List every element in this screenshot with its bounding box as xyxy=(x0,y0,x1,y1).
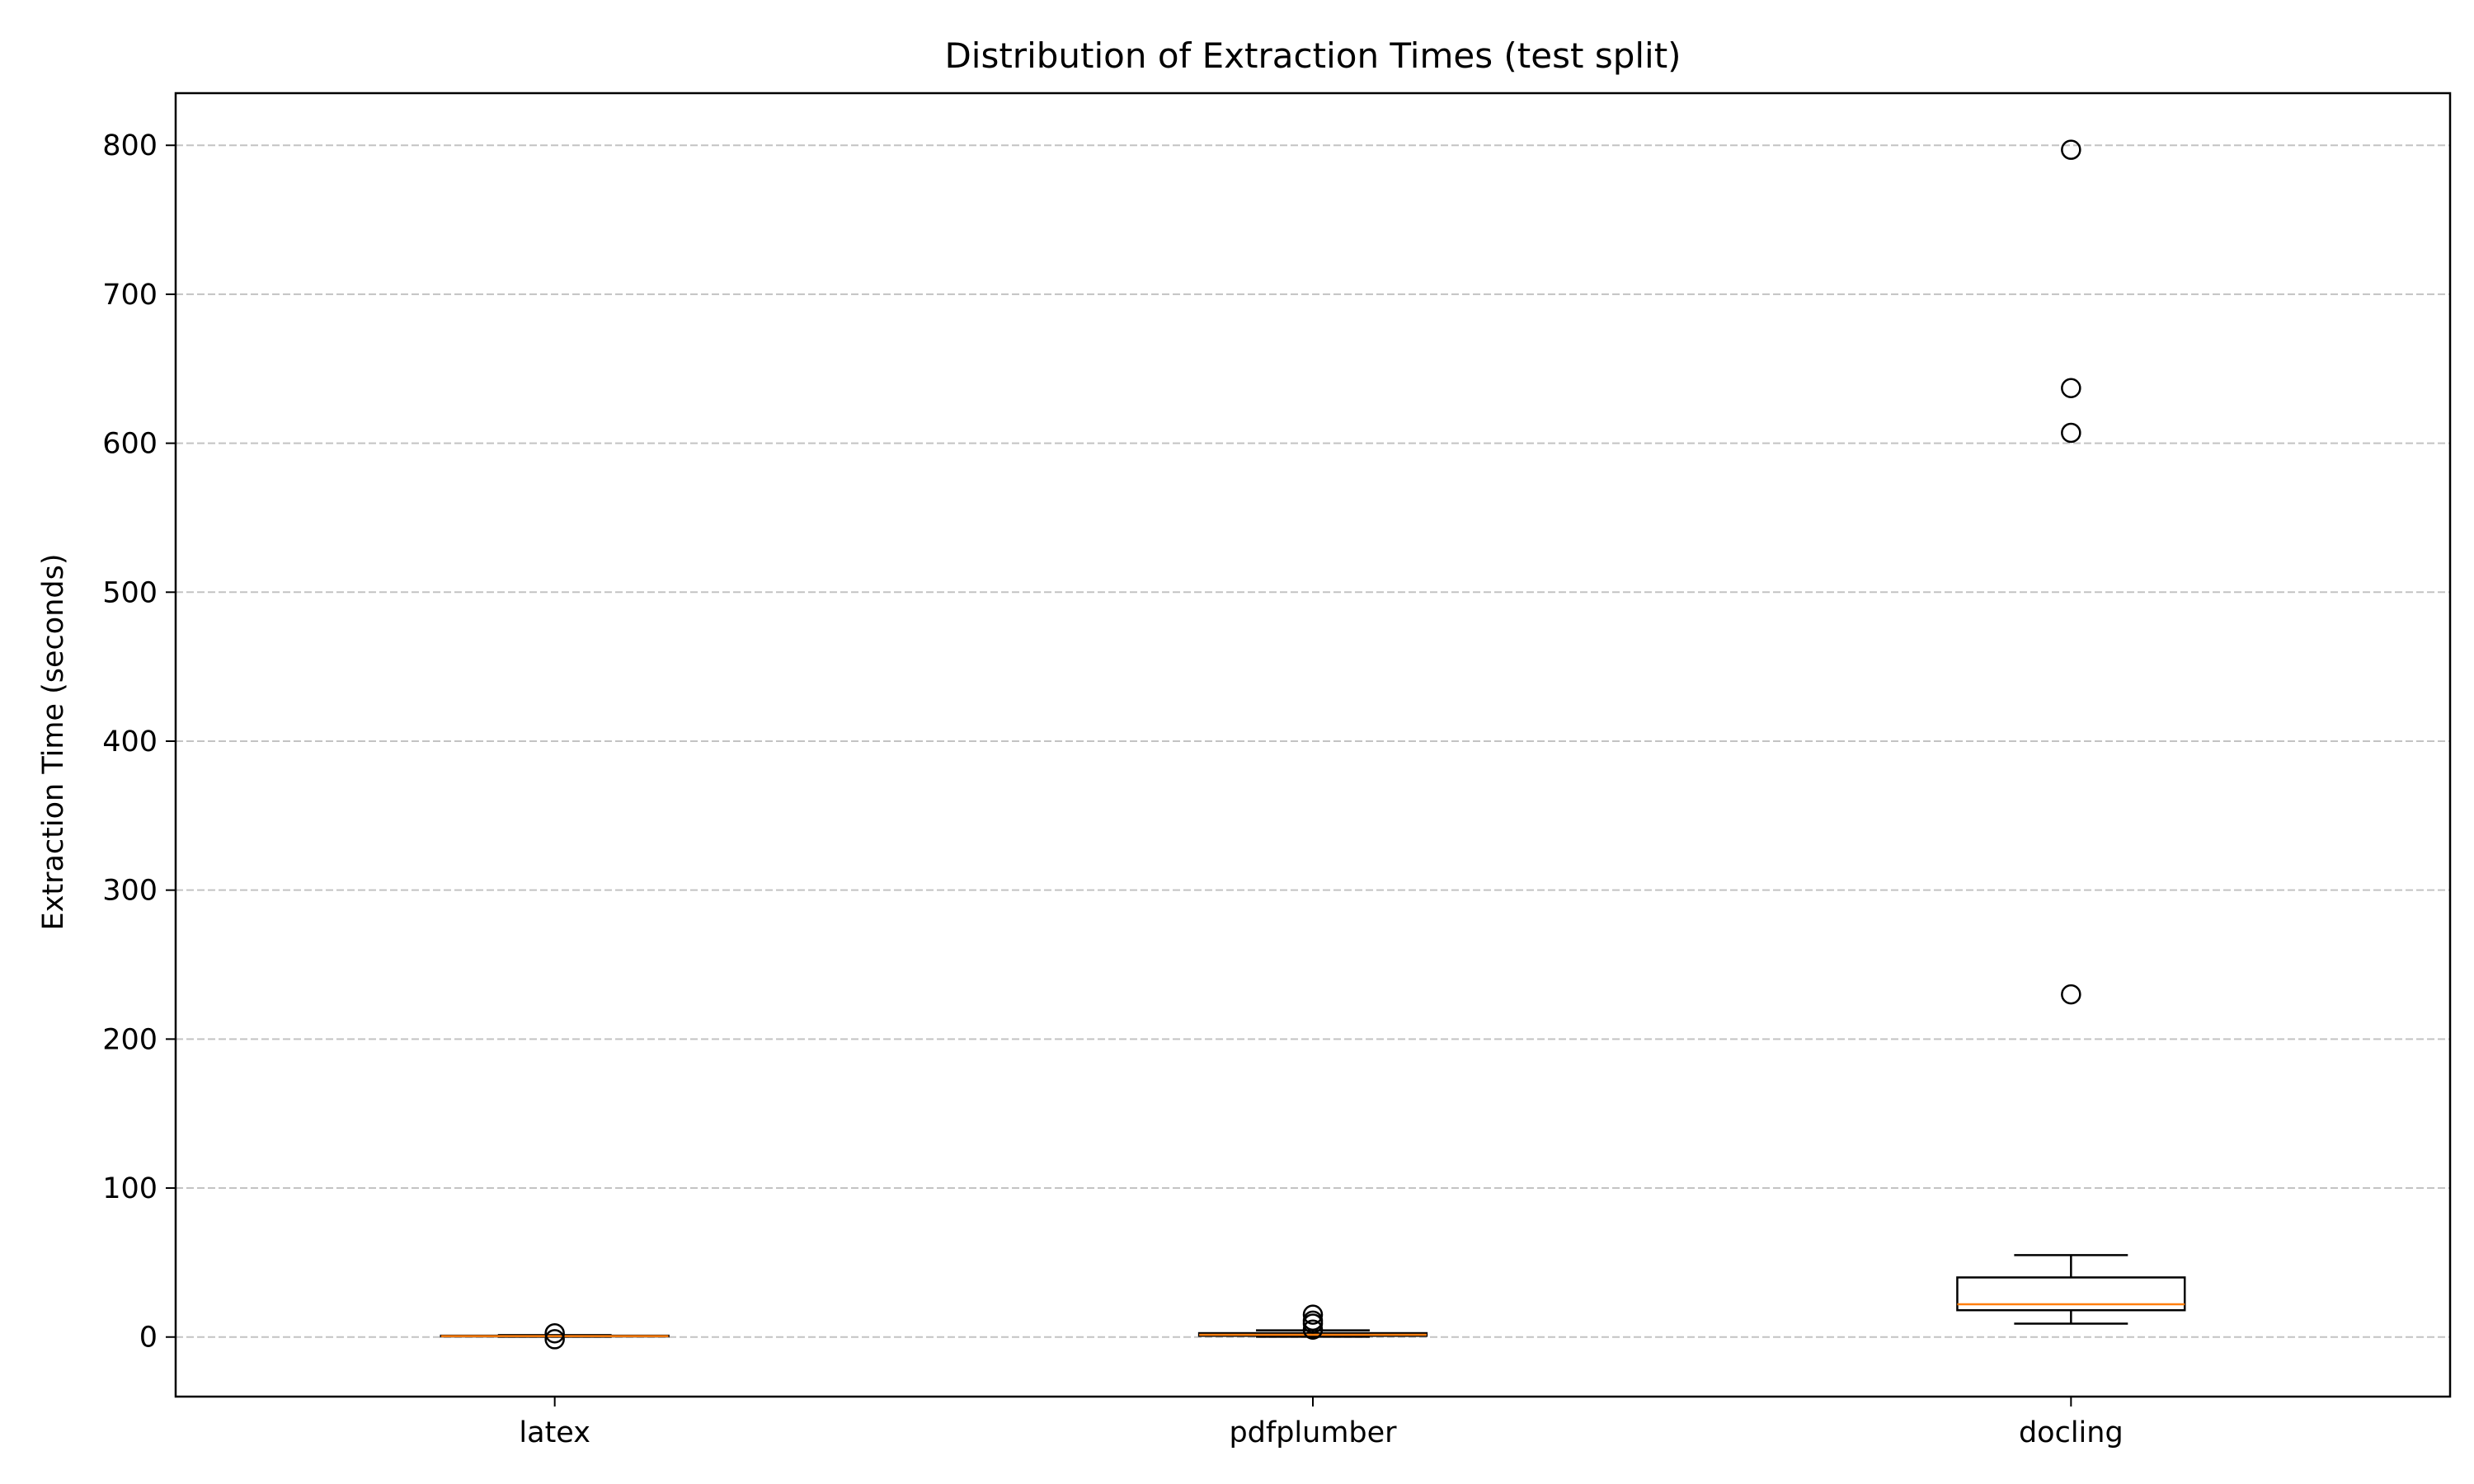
y-tick-label: 800 xyxy=(102,129,158,162)
y-tick-label: 600 xyxy=(102,428,158,461)
chart-title: Distribution of Extraction Times (test s… xyxy=(944,35,1681,76)
outlier-point xyxy=(1302,1319,1324,1340)
iqr-box xyxy=(1956,1276,2186,1312)
outlier-point xyxy=(2061,139,2081,160)
outlier-point xyxy=(2061,422,2081,444)
y-tick-label: 300 xyxy=(102,875,158,908)
x-tick-label: docling xyxy=(2019,1416,2124,1449)
x-axis-ticks: latex pdfplumber docling xyxy=(519,1397,2124,1449)
y-tick-label: 500 xyxy=(102,576,158,609)
boxes xyxy=(440,139,2186,1350)
y-tick-label: 0 xyxy=(139,1322,158,1355)
plot-area-frame xyxy=(174,92,2452,1398)
box-pdfplumber xyxy=(1197,1304,1428,1340)
outlier-point xyxy=(544,1322,565,1344)
grid-lines xyxy=(176,144,2450,1338)
y-tick-label: 100 xyxy=(102,1172,158,1205)
y-axis-label: Extraction Time (seconds) xyxy=(37,554,70,931)
outlier-point xyxy=(544,1329,565,1350)
outlier-point xyxy=(1302,1310,1324,1331)
x-tick-label: pdfplumber xyxy=(1229,1416,1397,1449)
outlier-point xyxy=(2061,984,2081,1005)
y-tick-label: 200 xyxy=(102,1023,158,1056)
x-tick-label: latex xyxy=(519,1416,590,1449)
y-tick-label: 400 xyxy=(102,726,158,758)
box-latex xyxy=(440,1322,670,1350)
y-axis-ticks: 0 100 200 300 400 500 600 700 800 xyxy=(102,129,176,1355)
outlier-point xyxy=(1302,1304,1324,1325)
box-docling xyxy=(1956,139,2186,1325)
y-tick-label: 700 xyxy=(102,279,158,312)
outlier-point xyxy=(2061,378,2081,399)
